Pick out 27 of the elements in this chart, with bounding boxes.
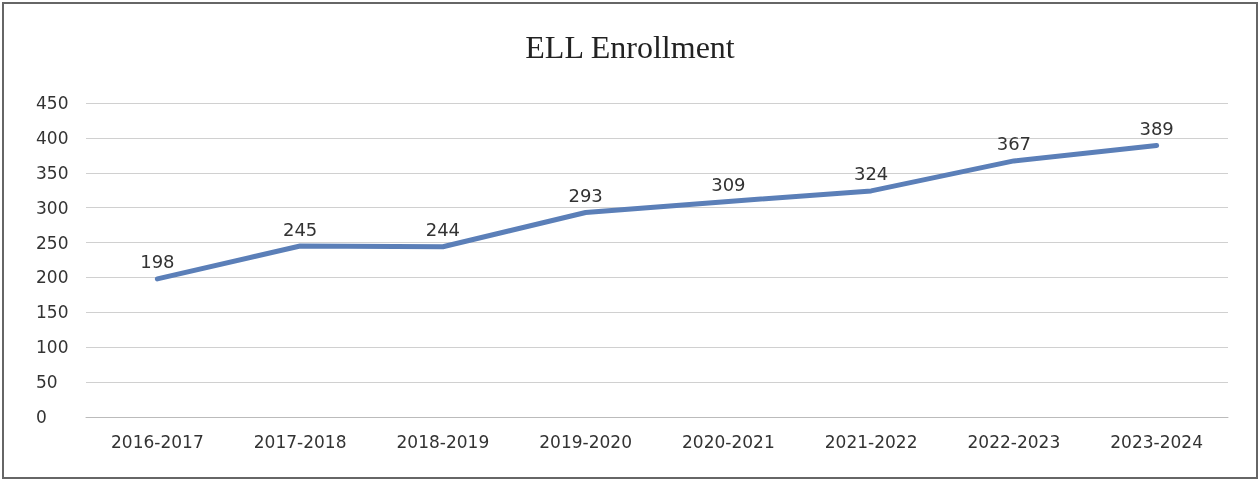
x-tick-label: 2016-2017 [111, 431, 204, 452]
data-label: 293 [568, 185, 603, 207]
data-label: 244 [425, 219, 461, 241]
x-tick-label: 2023-2024 [1110, 431, 1203, 452]
data-label: 324 [853, 163, 889, 185]
x-tick-label: 2018-2019 [396, 431, 490, 452]
x-tick-label: 2019-2020 [539, 431, 632, 452]
y-tick-label: 50 [36, 372, 58, 393]
x-tick-label: 2020-2021 [682, 431, 775, 452]
data-label: 389 [1139, 118, 1174, 140]
x-tick-label: 2017-2018 [253, 431, 347, 452]
y-tick-label: 350 [36, 162, 69, 183]
y-tick-label: 400 [36, 127, 69, 148]
data-label: 198 [140, 251, 175, 273]
y-tick-label: 250 [36, 232, 69, 253]
y-tick-label: 300 [36, 197, 69, 218]
x-tick-label: 2022-2023 [967, 431, 1061, 452]
data-label: 309 [711, 173, 746, 195]
y-tick-label: 450 [36, 93, 69, 113]
y-tick-label: 150 [36, 302, 69, 323]
y-tick-label: 200 [36, 267, 69, 288]
y-tick-label: 0 [36, 407, 47, 427]
y-tick-label: 100 [36, 337, 69, 358]
x-tick-label: 2021-2022 [824, 431, 918, 452]
data-label: 245 [282, 218, 318, 240]
chart-title: ELL Enrollment [525, 29, 735, 65]
data-label: 367 [996, 133, 1032, 155]
